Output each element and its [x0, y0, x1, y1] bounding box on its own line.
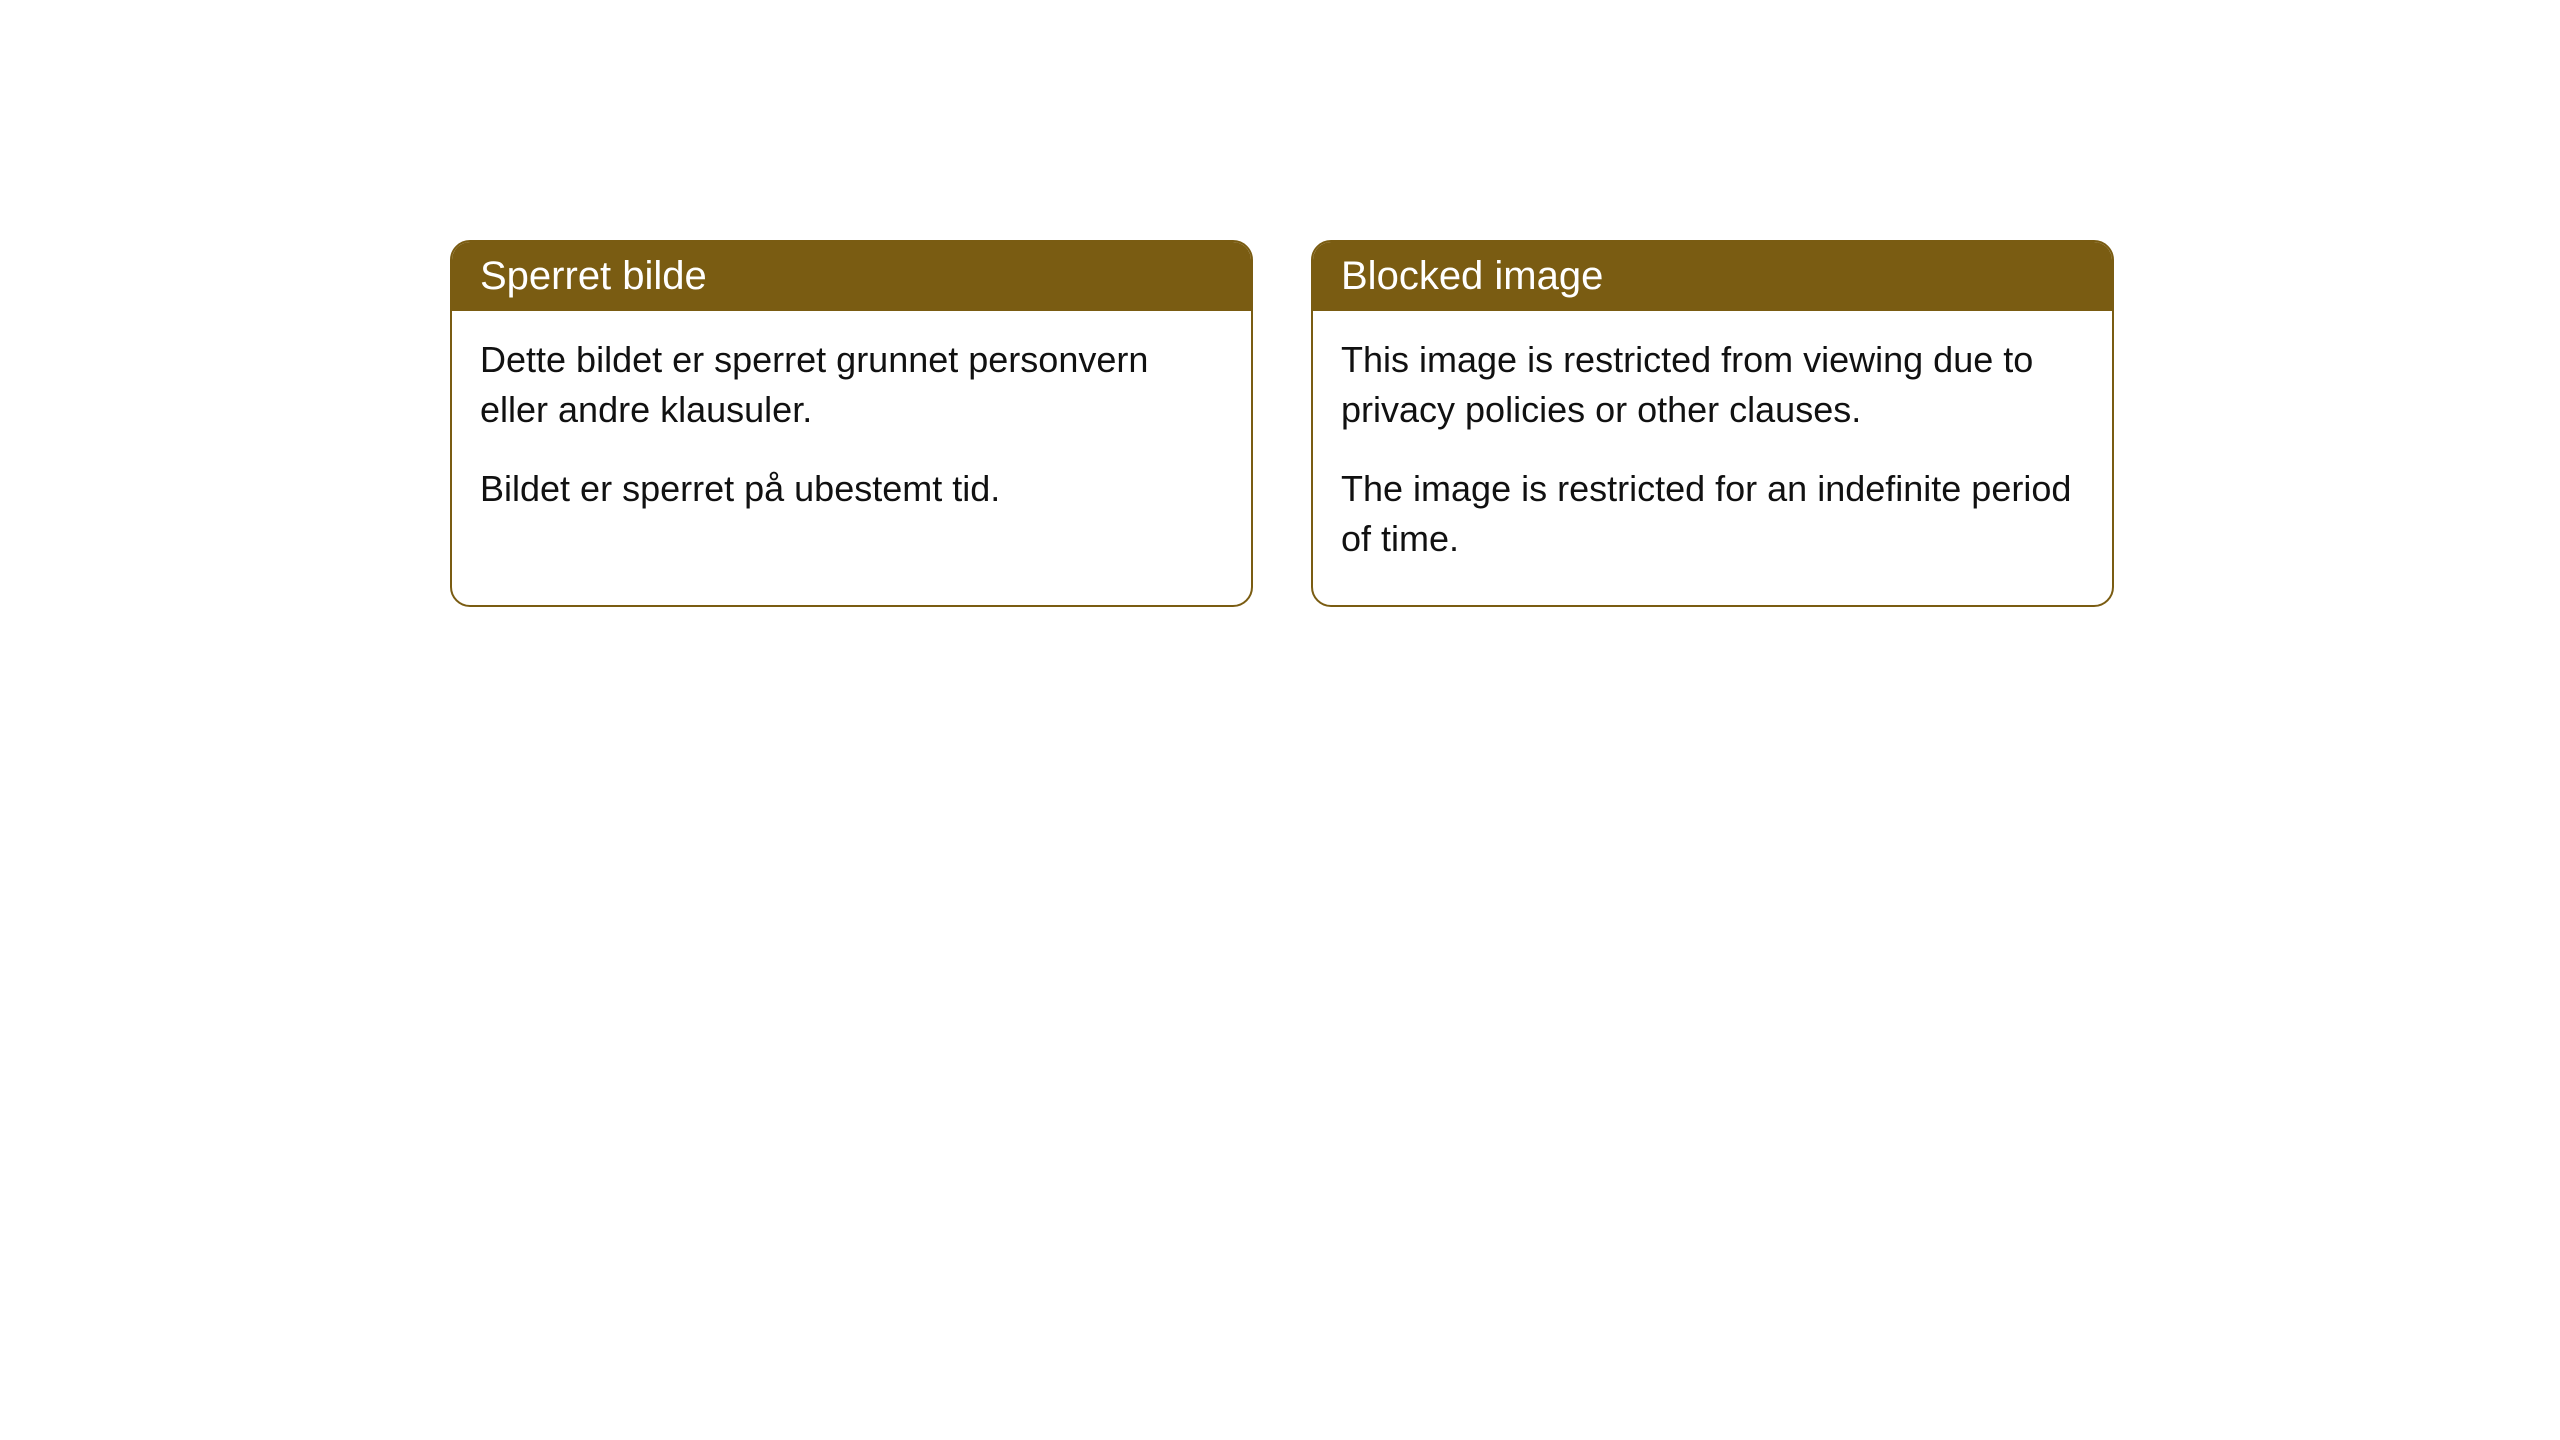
card-title: Sperret bilde: [480, 254, 707, 298]
notice-cards-container: Sperret bilde Dette bildet er sperret gr…: [450, 240, 2114, 607]
card-header: Sperret bilde: [452, 242, 1251, 311]
blocked-image-card-english: Blocked image This image is restricted f…: [1311, 240, 2114, 607]
card-body: This image is restricted from viewing du…: [1313, 311, 2112, 605]
card-title: Blocked image: [1341, 254, 1603, 298]
card-paragraph: Bildet er sperret på ubestemt tid.: [480, 464, 1223, 514]
blocked-image-card-norwegian: Sperret bilde Dette bildet er sperret gr…: [450, 240, 1253, 607]
card-header: Blocked image: [1313, 242, 2112, 311]
card-body: Dette bildet er sperret grunnet personve…: [452, 311, 1251, 554]
card-paragraph: Dette bildet er sperret grunnet personve…: [480, 335, 1223, 436]
card-paragraph: This image is restricted from viewing du…: [1341, 335, 2084, 436]
card-paragraph: The image is restricted for an indefinit…: [1341, 464, 2084, 565]
